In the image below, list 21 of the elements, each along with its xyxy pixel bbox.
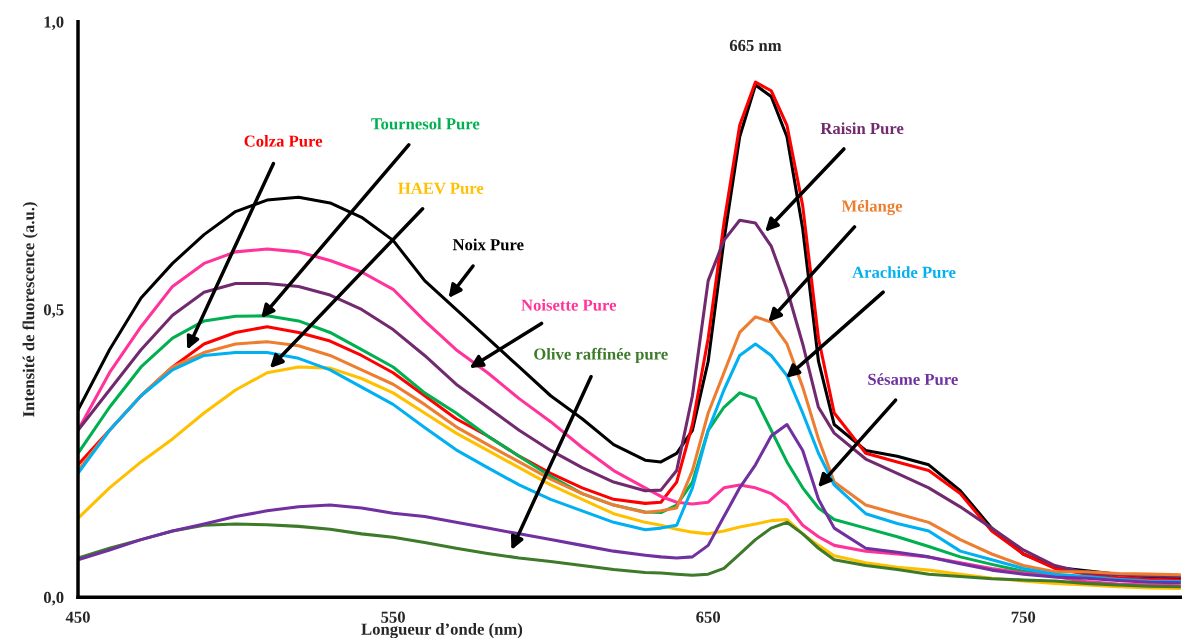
- x-tick-label: 450: [65, 611, 90, 623]
- line-series: [78, 423, 1181, 585]
- x-tick-label: 650: [696, 611, 721, 623]
- y-tick-label: 1,0: [44, 16, 64, 31]
- text: Raisin Pure: [820, 122, 904, 135]
- y-tick-label: 0,0: [43, 591, 64, 606]
- annotation: 665 nm: [729, 39, 782, 52]
- x-axis-title: Longueur d’onde (nm): [361, 623, 523, 638]
- text: Noisette Pure: [521, 299, 617, 311]
- text: Arachide Pure: [852, 266, 956, 278]
- text: Colza Pure: [244, 134, 323, 147]
- y-axis-title: Intensité de fluorescence (a.u.): [22, 202, 38, 417]
- x-tick-label: 550: [381, 611, 405, 623]
- text: Noix Pure: [452, 238, 524, 251]
- text: Sésame Pure: [868, 373, 958, 385]
- y-tick-label: 0,5: [43, 304, 64, 318]
- text: Olive raffinée pure: [534, 347, 668, 364]
- text: Mélange: [841, 199, 903, 216]
- text: HAEV Pure: [398, 182, 484, 194]
- x-tick-label: 750: [1011, 611, 1036, 623]
- text: Tournesol Pure: [371, 117, 480, 130]
